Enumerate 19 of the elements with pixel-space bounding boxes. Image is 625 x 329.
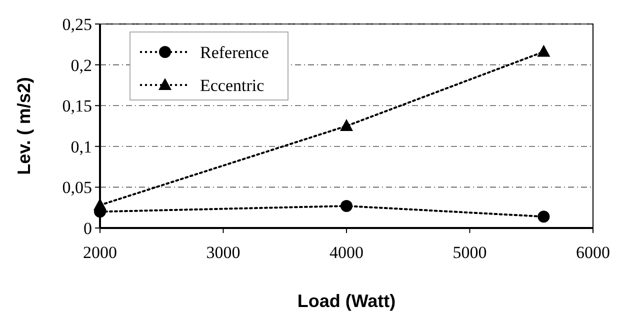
point [537, 44, 550, 57]
y-tick-label: 0,05 [62, 178, 92, 198]
point [340, 200, 352, 212]
y-axis-title: Lev. ( m/s2) [14, 77, 34, 175]
y-tick-label: 0,15 [62, 96, 92, 116]
point [538, 210, 550, 223]
x-tick-label: 3000 [206, 243, 240, 262]
y-tick-label: 0 [84, 218, 92, 238]
y-tick-label: 0,1 [70, 137, 92, 156]
x-tick-label: 4000 [330, 243, 364, 262]
x-tick-label: 6000 [576, 243, 610, 262]
x-tick-label: 5000 [452, 243, 487, 262]
legend-label: Reference [200, 42, 269, 62]
legend-label: Eccentric [200, 76, 265, 95]
y-tick-label: 0,25 [62, 14, 92, 34]
y-tick-label: 0,2 [70, 56, 92, 75]
point [340, 119, 353, 131]
x-axis-title: Load (Watt) [297, 291, 396, 311]
x-tick-label: 2000 [83, 243, 117, 262]
